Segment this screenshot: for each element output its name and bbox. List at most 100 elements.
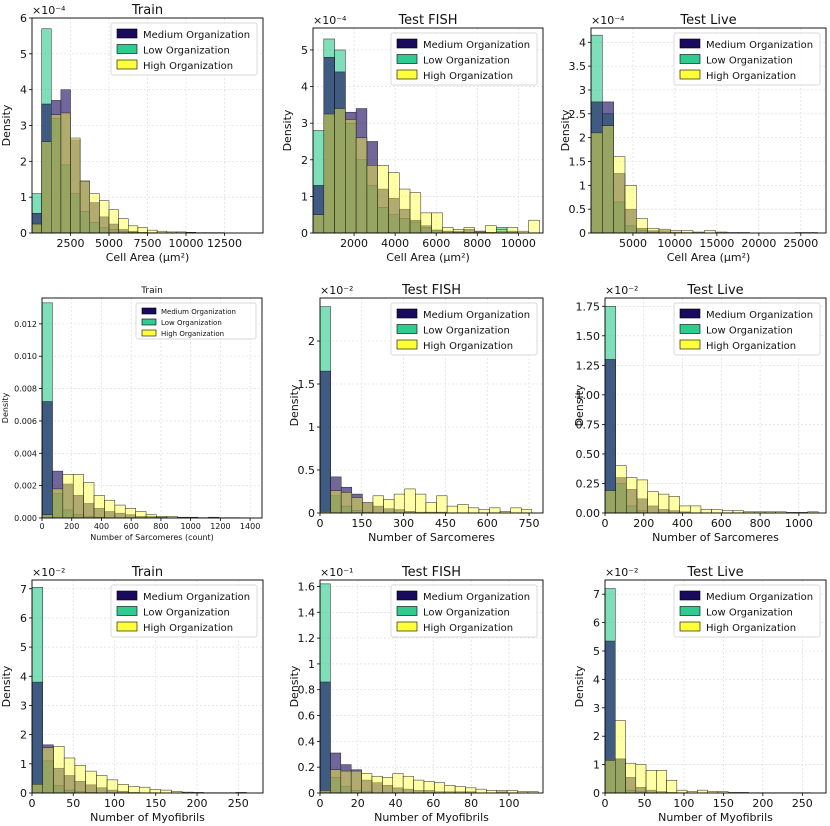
- bar-high-organization: [330, 490, 342, 513]
- y-tick-label: 0.2: [298, 761, 316, 774]
- y-tick-label: 4: [579, 36, 586, 49]
- x-tick-label: 400: [94, 522, 109, 531]
- bar-high-organization: [51, 114, 62, 233]
- x-tick-label: 80: [464, 797, 478, 810]
- legend-swatch: [141, 329, 157, 337]
- y-tick-label: 1.6: [298, 580, 316, 593]
- y-tick-label: 1: [308, 658, 315, 671]
- chart-title: Test Live: [686, 283, 743, 298]
- legend-swatch: [679, 339, 701, 350]
- y-tick-label: 7: [20, 583, 27, 596]
- y-tick-label: 1.4: [298, 606, 316, 619]
- bar-medium-organization: [42, 401, 53, 518]
- legend-swatch: [396, 69, 418, 80]
- x-tick-label: 1200: [210, 522, 230, 531]
- legend-swatch: [396, 38, 418, 49]
- axis-exponent: ×10⁻²: [320, 284, 353, 297]
- x-tick-label: 0: [29, 797, 36, 810]
- legend-label: High Organization: [706, 623, 796, 634]
- y-axis-label: Density: [288, 665, 301, 707]
- y-axis-label: Density: [573, 665, 586, 707]
- bars-group: [42, 302, 251, 518]
- x-tick-label: 15000: [699, 237, 734, 250]
- y-tick-label: 4: [301, 81, 308, 94]
- y-tick-label: 0: [579, 227, 586, 240]
- bar-high-organization: [404, 488, 416, 513]
- y-tick-label: 1.00: [576, 389, 601, 402]
- y-tick-label: 0: [308, 507, 315, 520]
- y-tick-label: 3: [593, 702, 600, 715]
- bar-high-organization: [457, 504, 469, 513]
- chart-title: Test FISH: [397, 13, 457, 28]
- bar-high-organization: [323, 113, 335, 233]
- y-tick-label: 4: [593, 673, 600, 686]
- legend: Medium Organization Low Organization High …: [390, 32, 538, 86]
- y-tick-label: 2: [593, 730, 600, 743]
- plot-frame: [604, 579, 827, 794]
- x-tick-label: 12500: [207, 237, 242, 250]
- legend-label: Low Organization: [143, 46, 230, 57]
- bar-high-organization: [636, 479, 648, 513]
- legend: Medium Organization Low Organization High …: [390, 302, 538, 356]
- y-tick-label: 1: [579, 179, 586, 192]
- x-tick-label: 8000: [463, 237, 491, 250]
- x-tick-label: 150: [351, 517, 372, 530]
- legend-label: High Organization: [706, 71, 796, 82]
- x-tick-label: 0: [317, 517, 324, 530]
- x-tick-label: 1000: [180, 522, 200, 531]
- bar-high-organization: [478, 509, 490, 513]
- x-tick-label: 600: [124, 522, 139, 531]
- x-tick-label: 750: [519, 517, 540, 530]
- legend-swatch: [396, 606, 418, 616]
- y-tick-label: 1: [20, 758, 27, 771]
- legend-label: Low Organization: [423, 326, 510, 337]
- y-axis-label: Density: [559, 109, 572, 151]
- bar-high-organization: [668, 496, 680, 513]
- y-tick-label: 0.5: [569, 203, 587, 216]
- x-tick-label: 1400: [240, 522, 260, 531]
- y-tick-label: 2: [20, 155, 27, 168]
- bar-high-organization: [392, 773, 404, 793]
- y-tick-label: 2.5: [569, 108, 587, 121]
- bar-high-organization: [53, 746, 65, 793]
- chart-panel-8: 0 20 40 60 80 100 0 0.2 0.4 0.6 0.8 1 1.2 1.4 1.6 Test …: [288, 565, 544, 824]
- legend-box: [110, 584, 258, 638]
- y-tick-label: 0.75: [576, 418, 601, 431]
- bar-high-organization: [128, 225, 139, 233]
- x-tick-label: 150: [145, 797, 166, 810]
- legend: Medium Organization Low Organization High …: [135, 302, 257, 340]
- bar-high-organization: [658, 493, 670, 513]
- legend-swatch: [679, 38, 701, 49]
- chart-title: Test Live: [686, 565, 743, 580]
- bar-high-organization: [366, 165, 378, 233]
- plot-frame: [41, 297, 263, 519]
- bar-medium-organization: [32, 681, 43, 793]
- y-tick-label: 0.00: [576, 507, 601, 520]
- y-tick-label: 0.008: [14, 385, 37, 394]
- bar-high-organization: [679, 505, 691, 513]
- legend-label: Low Organization: [706, 56, 793, 67]
- x-axis-label: Number of Sarcomeres: [368, 531, 495, 544]
- legend-swatch: [679, 54, 701, 64]
- legend-swatch: [396, 621, 418, 632]
- x-tick-label: 250: [792, 797, 813, 810]
- bar-high-organization: [454, 786, 466, 793]
- legend-swatch: [679, 69, 701, 80]
- legend-swatch: [116, 28, 138, 39]
- y-tick-label: 5: [301, 44, 308, 57]
- bar-high-organization: [139, 786, 151, 793]
- x-axis-label: Cell Area (µm²): [386, 251, 470, 264]
- bar-high-organization: [807, 511, 819, 513]
- y-tick-label: 3: [301, 117, 308, 130]
- bar-high-organization: [415, 493, 427, 513]
- bar-high-organization: [330, 769, 342, 793]
- y-axis-label: Density: [1, 393, 10, 424]
- legend-swatch: [116, 44, 138, 54]
- x-tick-label: 2500: [57, 237, 85, 250]
- bar-high-organization: [528, 219, 540, 233]
- x-axis-label: Cell Area (µm²): [106, 251, 190, 264]
- bar-high-organization: [117, 783, 129, 793]
- x-tick-label: 5000: [95, 237, 123, 250]
- legend-label: Medium Organization: [423, 40, 530, 51]
- legend-swatch: [679, 621, 701, 632]
